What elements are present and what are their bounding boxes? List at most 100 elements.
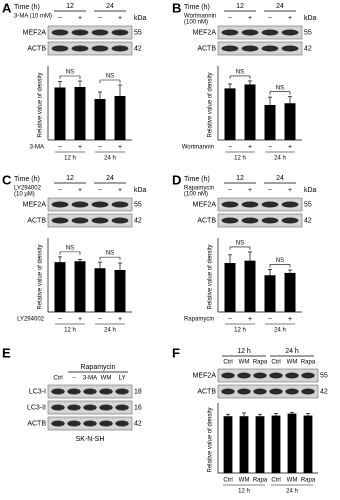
blot-name: ACTB	[27, 217, 46, 224]
x-sign: +	[78, 144, 82, 151]
band	[83, 404, 97, 411]
sign: −	[228, 187, 232, 194]
band	[71, 45, 89, 52]
band	[91, 217, 109, 224]
band	[51, 388, 65, 395]
time: 12 h	[237, 348, 251, 355]
x-sign: −	[98, 316, 102, 323]
blot-name: LC3-II	[27, 404, 46, 411]
blot-kda: 42	[304, 217, 312, 224]
blot-kda: 55	[304, 201, 312, 208]
lane-label: WM	[101, 376, 112, 382]
kda-label: kDa	[134, 15, 147, 22]
time-label: Time (h)	[14, 4, 40, 11]
annotation: NS	[276, 85, 284, 91]
band	[269, 372, 283, 379]
lane-label: WM	[239, 360, 250, 366]
band	[281, 45, 299, 52]
blot-name: MEF2A	[23, 201, 47, 208]
group-label: 12 h	[238, 489, 250, 495]
x-treatment: Wortmannin	[182, 145, 214, 151]
band	[221, 29, 239, 36]
blot-name: ACTB	[197, 388, 216, 395]
group-label: 24 h	[274, 328, 286, 334]
treatment: 3-MA (10 mM)	[14, 14, 52, 20]
band	[51, 201, 69, 208]
x-sign: +	[248, 316, 252, 323]
x-sign: −	[268, 316, 272, 323]
x-treatment: LY294002	[17, 317, 45, 323]
group-label: 12 h	[64, 156, 76, 162]
band	[237, 388, 251, 395]
blot-kda: 55	[304, 29, 312, 36]
lane-label: Rapa	[301, 360, 316, 366]
panel-letter: F	[172, 345, 180, 360]
bar	[94, 99, 106, 140]
sign: +	[118, 15, 122, 22]
x-category: Rapa	[301, 478, 316, 484]
sign: +	[288, 187, 292, 194]
sign: +	[248, 187, 252, 194]
y-axis-label: Relative value of density	[208, 72, 214, 137]
x-sign: −	[268, 144, 272, 151]
band	[261, 29, 279, 36]
x-category: WM	[287, 478, 298, 484]
band	[253, 388, 267, 395]
blot-kda: 55	[134, 201, 142, 208]
band	[281, 201, 299, 208]
sign: −	[268, 15, 272, 22]
band	[83, 388, 97, 395]
bracket	[229, 75, 251, 79]
band	[111, 29, 129, 36]
band	[115, 420, 129, 427]
band	[241, 29, 259, 36]
x-sign: −	[98, 144, 102, 151]
band	[51, 404, 65, 411]
treatment: Wortmannin	[184, 14, 216, 20]
band	[111, 201, 129, 208]
blot	[217, 25, 303, 40]
bar	[264, 105, 276, 140]
x-sign: −	[228, 316, 232, 323]
blot-kda: 55	[134, 29, 142, 36]
band	[111, 45, 129, 52]
band	[99, 420, 113, 427]
group-label: 24 h	[286, 489, 298, 495]
band	[285, 388, 299, 395]
bar	[255, 416, 265, 473]
lane-label: 3-MA	[83, 376, 97, 382]
annotation: NS	[106, 251, 114, 257]
lane-label: WM	[287, 360, 298, 366]
band	[285, 372, 299, 379]
band	[71, 217, 89, 224]
time: 24	[276, 3, 284, 10]
bracket	[269, 91, 291, 95]
bar	[271, 415, 281, 473]
band	[51, 45, 69, 52]
band	[91, 45, 109, 52]
band	[115, 388, 129, 395]
blot-kda: 42	[134, 217, 142, 224]
x-treatment: Rapamycin	[184, 317, 214, 323]
blot-kda: 18	[134, 388, 142, 395]
panel-letter: B	[172, 0, 181, 15]
bar	[244, 260, 256, 312]
bar	[74, 87, 86, 140]
band	[221, 372, 235, 379]
bar	[224, 88, 236, 140]
treatment: Rapamycin	[184, 186, 214, 192]
blot-name: MEF2A	[193, 29, 217, 36]
bracket	[59, 251, 81, 255]
bar	[264, 275, 276, 312]
sign: −	[98, 187, 102, 194]
band	[237, 372, 251, 379]
bracket	[59, 75, 81, 79]
x-sign: +	[288, 316, 292, 323]
blot-name: ACTB	[27, 420, 46, 427]
blot-name: MEF2A	[193, 372, 217, 379]
time-label: Time (h)	[14, 176, 40, 183]
